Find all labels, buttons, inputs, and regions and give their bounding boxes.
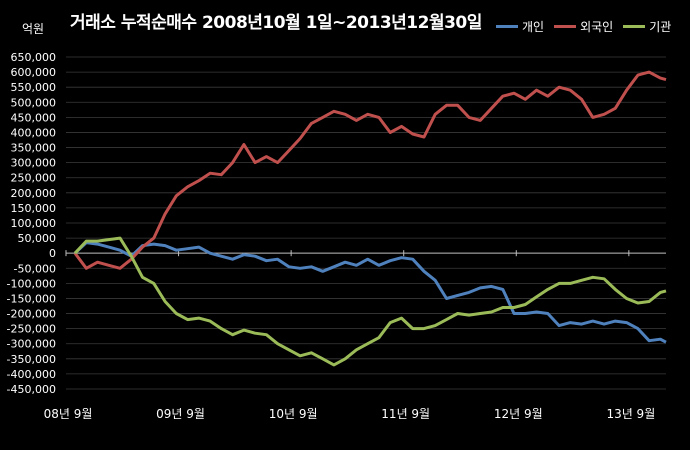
y-tick-label: -250,000: [7, 323, 56, 336]
y-tick-label: 550,000: [11, 81, 57, 94]
y-axis-ticks: 650,000 600,000 550,000 500,000 450,000 400,0…: [7, 51, 56, 396]
y-tick-label: -50,000: [14, 262, 56, 275]
y-tick-label: 0: [49, 247, 56, 260]
y-tick-label: 650,000: [11, 51, 57, 64]
x-axis-ticks: 08년 9월 09년 9월 10년 9월 11년 9월 12년 9월 13년 9월: [44, 250, 655, 421]
series-lines: [73, 70, 667, 367]
unit-label: 억원: [22, 22, 45, 36]
y-tick-label: -100,000: [7, 277, 56, 290]
x-tick-label: 13년 9월: [606, 407, 655, 421]
y-tick-label: 50,000: [18, 232, 57, 245]
legend: 개인 외국인 기관: [496, 18, 671, 35]
legend-label-institution: 기관: [649, 20, 672, 34]
legend-swatch-individual: [496, 25, 518, 28]
series-line-institution: [73, 236, 667, 367]
series-line-foreign: [73, 70, 667, 270]
y-tick-label: -400,000: [7, 368, 56, 381]
y-tick-label: 350,000: [11, 142, 57, 155]
y-tick-label: 600,000: [11, 66, 57, 79]
y-tick-label: 500,000: [11, 96, 57, 109]
y-tick-label: 100,000: [11, 217, 57, 230]
y-tick-label: -200,000: [7, 308, 56, 321]
y-tick-label: -300,000: [7, 338, 56, 351]
chart-title: 거래소 누적순매수 2008년10월 1일~2013년12월30일: [70, 13, 482, 33]
y-tick-label: 250,000: [11, 172, 57, 185]
y-tick-label: 200,000: [11, 187, 57, 200]
x-tick-label: 09년 9월: [156, 407, 205, 421]
legend-label-individual: 개인: [522, 20, 545, 34]
grid-lines: [66, 56, 666, 390]
x-tick-label: 10년 9월: [269, 407, 318, 421]
legend-item-foreign: 외국인: [554, 18, 613, 35]
y-tick-label: 300,000: [11, 157, 57, 170]
y-tick-label: -450,000: [7, 383, 56, 396]
x-tick-label: 12년 9월: [494, 407, 543, 421]
legend-item-individual: 개인: [496, 18, 544, 35]
y-tick-label: -150,000: [7, 292, 56, 305]
series-line-individual: [73, 241, 667, 344]
legend-label-foreign: 외국인: [580, 20, 614, 34]
legend-swatch-institution: [623, 25, 646, 28]
x-tick-label: 11년 9월: [381, 407, 430, 421]
legend-swatch-foreign: [554, 25, 577, 28]
y-tick-label: 450,000: [11, 111, 57, 124]
y-tick-label: 400,000: [11, 126, 57, 139]
x-tick-label: 08년 9월: [44, 407, 93, 421]
y-tick-label: -350,000: [7, 353, 56, 366]
y-tick-label: 150,000: [11, 202, 57, 215]
legend-item-institution: 기관: [623, 18, 671, 35]
